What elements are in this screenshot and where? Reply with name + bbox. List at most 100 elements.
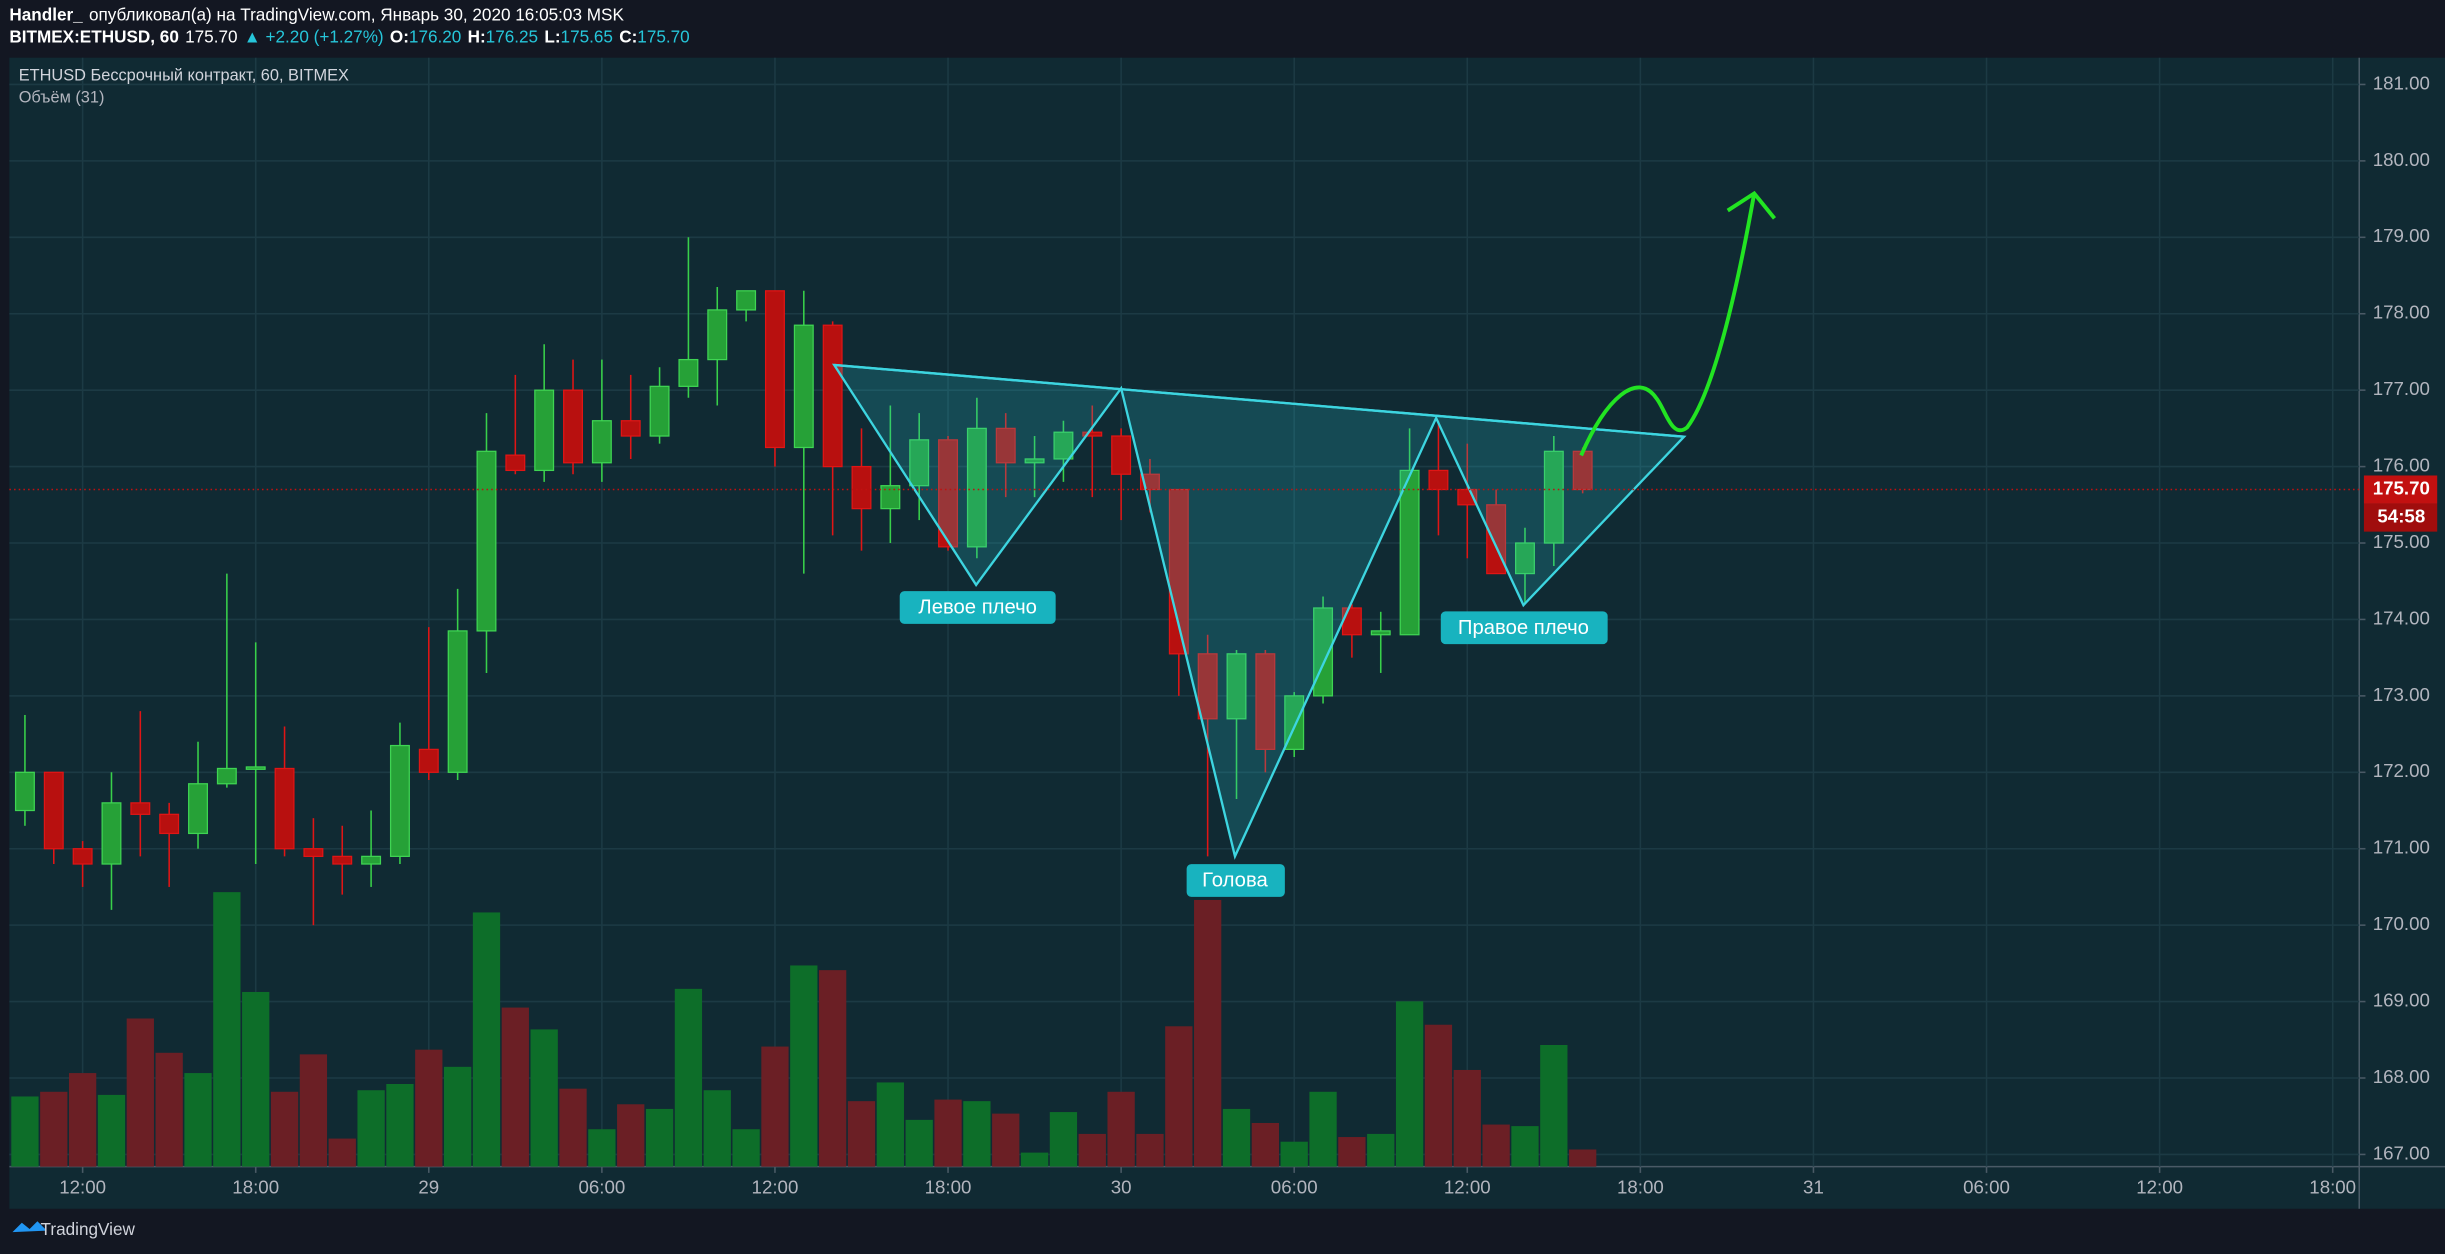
volume-label: Объём (31) bbox=[19, 89, 105, 107]
y-tick-label: 181.00 bbox=[2373, 72, 2430, 93]
x-tick-label: 12:00 bbox=[59, 1176, 106, 1197]
time-axis bbox=[9, 1166, 2445, 1209]
y-tick-label: 178.00 bbox=[2373, 302, 2430, 323]
volume-bar bbox=[645, 1108, 674, 1167]
volume-bar bbox=[11, 1096, 39, 1167]
open: 176.20 bbox=[409, 26, 461, 46]
candle-body bbox=[389, 744, 410, 857]
c-label: C: bbox=[619, 26, 637, 46]
candle-body bbox=[274, 767, 295, 850]
volume-bar bbox=[68, 1073, 97, 1167]
candle-body bbox=[101, 802, 122, 865]
x-tick-label: 31 bbox=[1803, 1176, 1824, 1197]
candle-body bbox=[649, 385, 670, 437]
candle-body bbox=[822, 324, 843, 468]
candle-body bbox=[678, 358, 699, 387]
candle-body bbox=[591, 420, 612, 464]
last: 175.70 bbox=[185, 26, 237, 46]
volume-bar bbox=[472, 912, 501, 1167]
candle-body bbox=[159, 813, 180, 835]
candle-body bbox=[736, 290, 757, 311]
volume-bar bbox=[1049, 1112, 1078, 1167]
annotation: Правое плечо bbox=[1458, 617, 1589, 639]
volume-bar bbox=[847, 1101, 876, 1167]
volume-bar bbox=[1395, 1001, 1424, 1167]
candle-body bbox=[851, 465, 872, 510]
y-tick-label: 173.00 bbox=[2373, 684, 2430, 705]
candle-body bbox=[303, 848, 324, 857]
volume-bar bbox=[501, 1007, 529, 1167]
x-tick-label: 18:00 bbox=[925, 1176, 972, 1197]
header-line: BITMEX:ETHUSD, 60 175.70 ▲ +2.20 (+1.27%) O… bbox=[9, 26, 689, 46]
published: опубликовал(а) на TradingView.com, Январ… bbox=[89, 4, 625, 24]
annotation-box bbox=[1186, 864, 1285, 897]
y-tick-label: 172.00 bbox=[2373, 760, 2430, 781]
candle-body bbox=[130, 802, 151, 815]
candle-body bbox=[216, 767, 237, 785]
head-shoulders-pattern bbox=[831, 363, 1687, 860]
candle-body bbox=[534, 389, 555, 472]
candle-body bbox=[245, 766, 266, 770]
volume-bar bbox=[1078, 1133, 1106, 1167]
volume-bar bbox=[1309, 1091, 1337, 1167]
chart-title: ETHUSD Бессрочный контракт, 60, BITMEX bbox=[19, 67, 349, 85]
y-tick-label: 176.00 bbox=[2373, 455, 2430, 476]
volume-bar bbox=[1165, 1026, 1193, 1167]
volume-bar bbox=[963, 1101, 991, 1167]
volume-bar bbox=[732, 1129, 760, 1167]
x-tick-label: 06:00 bbox=[1271, 1176, 1318, 1197]
volume-bar bbox=[415, 1049, 443, 1167]
y-tick-label: 179.00 bbox=[2373, 225, 2430, 246]
last-price-box bbox=[2363, 475, 2438, 504]
high: 176.25 bbox=[486, 26, 538, 46]
candle-body bbox=[1515, 542, 1535, 575]
x-tick-label: 18:00 bbox=[2309, 1176, 2356, 1197]
y-tick-label: 177.00 bbox=[2373, 378, 2430, 399]
volume-bar bbox=[1511, 1126, 1539, 1167]
candle-body bbox=[1053, 431, 1074, 460]
volume-bar bbox=[97, 1094, 126, 1167]
candle-body bbox=[1255, 653, 1276, 750]
candle-body bbox=[1024, 458, 1045, 464]
volume-bar bbox=[761, 1046, 789, 1167]
x-tick-label: 12:00 bbox=[2136, 1176, 2183, 1197]
author: Handler_ bbox=[9, 4, 83, 24]
volume-bar bbox=[1367, 1133, 1395, 1167]
annotation-box bbox=[1440, 611, 1608, 645]
candle-body bbox=[1543, 450, 1564, 544]
x-tick-label: 06:00 bbox=[578, 1176, 625, 1197]
x-tick-label: 06:00 bbox=[1963, 1176, 2010, 1197]
candle-body bbox=[620, 420, 641, 437]
candle-body bbox=[476, 450, 497, 632]
candle-body bbox=[880, 485, 901, 510]
l-label: L: bbox=[544, 26, 560, 46]
candle-body bbox=[793, 324, 814, 449]
candle-body bbox=[1226, 653, 1247, 720]
candle-body bbox=[1168, 488, 1189, 655]
volume-bar bbox=[819, 970, 847, 1167]
annotation-box bbox=[899, 591, 1056, 624]
candle-body bbox=[966, 427, 987, 548]
volume-bar bbox=[876, 1082, 904, 1167]
candle-body bbox=[14, 771, 35, 812]
candle-body bbox=[938, 439, 959, 548]
logo bbox=[12, 1221, 47, 1233]
volume-bar bbox=[386, 1083, 414, 1167]
y-tick-label: 169.00 bbox=[2373, 990, 2430, 1011]
volume-bar bbox=[530, 1029, 558, 1167]
x-tick-label: 30 bbox=[1111, 1176, 1132, 1197]
volume-bar bbox=[213, 892, 241, 1167]
last-price-label: 175.70 bbox=[2373, 477, 2430, 498]
candle-body bbox=[995, 427, 1016, 464]
h-label: H: bbox=[468, 26, 486, 46]
header-line: Handler_ опубликовал(а) на TradingView.co… bbox=[9, 4, 624, 24]
volume-bar bbox=[588, 1129, 616, 1167]
volume-bar bbox=[905, 1119, 933, 1167]
y-tick-label: 175.00 bbox=[2373, 531, 2430, 552]
x-tick-label: 18:00 bbox=[232, 1176, 279, 1197]
candle-body bbox=[1082, 431, 1103, 437]
countdown-box bbox=[2363, 503, 2438, 532]
volume-bar bbox=[1020, 1152, 1049, 1167]
